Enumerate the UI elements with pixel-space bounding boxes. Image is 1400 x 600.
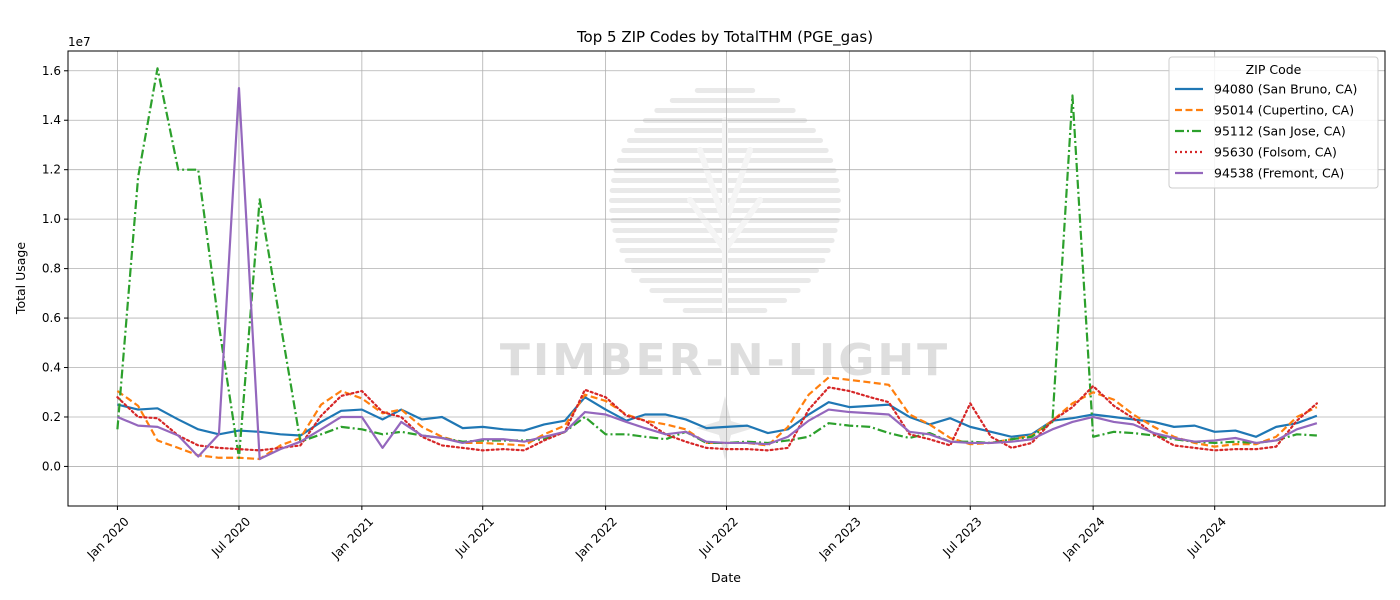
y-tick-label: 1.0	[42, 212, 61, 226]
watermark-stripe	[669, 98, 781, 103]
y-tick-label: 1.2	[42, 163, 61, 177]
y-tick-label: 0.8	[42, 262, 61, 276]
y-tick-label: 0.2	[42, 410, 61, 424]
series-line-95630	[116, 384, 1318, 452]
y-axis: 0.0 0.2 0.4 0.6 0.8 1.0 1.2 1.4 1.6	[42, 64, 68, 473]
watermark-stripe	[694, 88, 756, 93]
legend-label: 95014 (Cupertino, CA)	[1214, 103, 1354, 118]
watermark-text: TIMBER-N-LIGHT	[500, 335, 950, 386]
grid-lines	[68, 51, 1385, 506]
y-multiplier-label: 1e7	[68, 35, 91, 49]
legend-items: 94080 (San Bruno, CA) 95014 (Cupertino, C…	[1175, 82, 1357, 181]
watermark-stripe	[654, 108, 796, 113]
legend-title: ZIP Code	[1246, 62, 1302, 77]
plot-area: TIMBER-N-LIGHT	[67, 50, 1386, 507]
series-line-94080	[117, 396, 1318, 438]
x-axis-label: Date	[711, 570, 741, 585]
y-tick-label: 1.4	[42, 113, 61, 127]
legend-label: 95112 (San Jose, CA)	[1214, 124, 1346, 139]
watermark-tree-emblem	[609, 88, 841, 313]
legend-label: 94080 (San Bruno, CA)	[1214, 82, 1357, 97]
legend-box	[1168, 56, 1379, 189]
y-tick-label: 0.4	[42, 361, 61, 375]
chart-title: Top 5 ZIP Codes by TotalTHM (PGE_gas)	[576, 28, 873, 47]
y-tick-label: 0.6	[42, 311, 61, 325]
y-tick-label: 1.6	[42, 64, 61, 78]
series-line-94538	[116, 86, 1318, 461]
y-axis-label: Total Usage	[13, 242, 28, 315]
series-lines	[116, 67, 1318, 461]
legend-label: 94538 (Fremont, CA)	[1214, 166, 1344, 181]
legend-label: 95630 (Folsom, CA)	[1214, 145, 1337, 160]
watermark-tree-icon	[687, 117, 763, 313]
y-tick-label: 0.0	[42, 459, 61, 473]
legend: ZIP Code 94080 (San Bruno, CA) 95014 (Cup…	[1168, 56, 1379, 189]
